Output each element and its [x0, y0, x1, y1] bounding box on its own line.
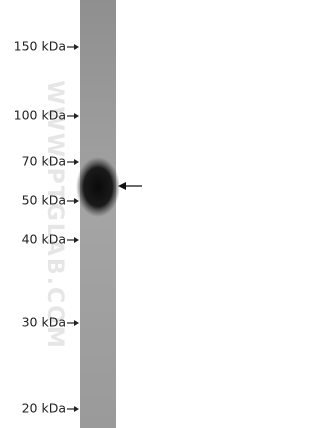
- marker-arrow-head: [74, 406, 79, 412]
- page: WWW.PTGLAB.COM 150 kDa 100 kDa 70 kDa 50 kD…: [0, 0, 150, 428]
- protein-band: [76, 157, 120, 217]
- band-arrow: [118, 182, 142, 190]
- marker-label: 40 kDa: [22, 232, 66, 247]
- marker-label: 50 kDa: [22, 193, 66, 208]
- marker-arrow-head: [74, 44, 79, 50]
- marker-label: 30 kDa: [22, 315, 66, 330]
- marker-label: 100 kDa: [14, 108, 66, 123]
- marker-arrow-head: [74, 320, 79, 326]
- marker-arrow-head: [74, 113, 79, 119]
- marker-arrow-head: [74, 198, 79, 204]
- marker-label: 70 kDa: [22, 154, 66, 169]
- marker-arrow-head: [74, 237, 79, 243]
- marker-label: 20 kDa: [22, 401, 66, 416]
- western-blot: WWW.PTGLAB.COM 150 kDa 100 kDa 70 kDa 50 kD…: [14, 0, 142, 428]
- marker-label: 150 kDa: [14, 39, 66, 54]
- watermark: WWW.PTGLAB.COM: [42, 80, 67, 349]
- marker-arrow-head: [74, 159, 79, 165]
